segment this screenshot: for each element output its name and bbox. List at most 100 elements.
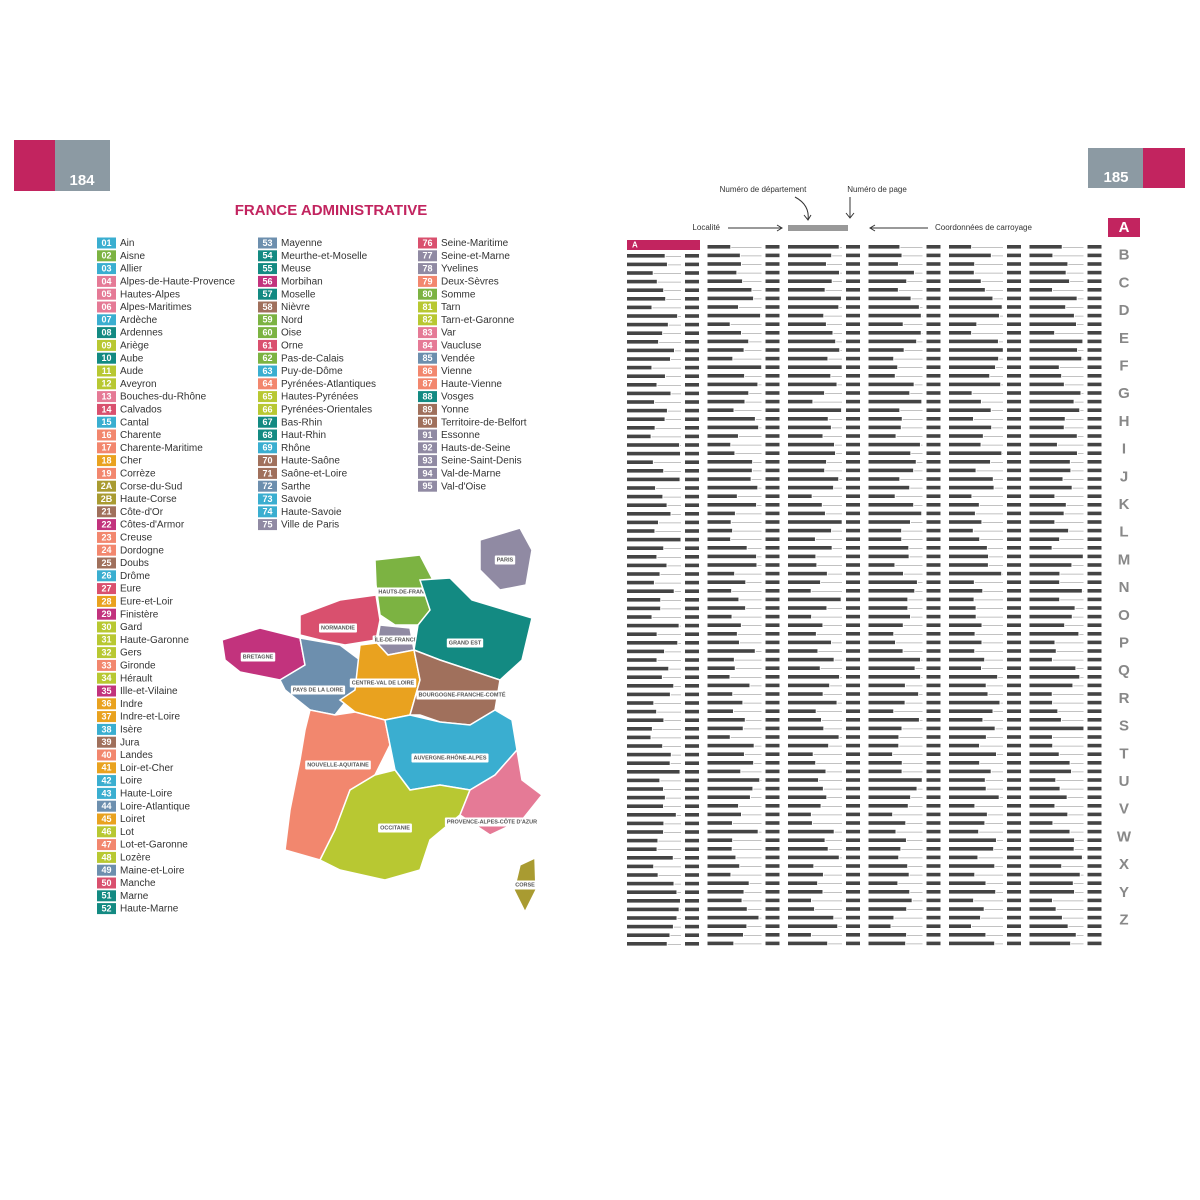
index-entry <box>707 623 741 627</box>
department-code-box <box>97 583 116 595</box>
index-entry <box>707 511 735 516</box>
index-ref <box>1087 408 1102 412</box>
index-entry <box>868 511 922 516</box>
legend-label: Coordonnées de carroyage <box>935 223 1033 232</box>
index-entry <box>868 597 908 602</box>
department-code: 76 <box>422 238 432 248</box>
index-entry <box>627 701 654 705</box>
index-entry <box>949 726 995 731</box>
index-dots <box>654 866 681 868</box>
index-entry <box>1029 898 1052 903</box>
index-dots <box>663 746 681 747</box>
index-entry <box>1029 580 1060 584</box>
index-dots <box>979 505 1003 506</box>
department-name: Jura <box>120 737 140 748</box>
department-code-box <box>418 352 437 364</box>
index-dots <box>741 771 762 773</box>
index-dots <box>832 548 842 549</box>
index-ref <box>765 812 780 817</box>
index-ref <box>1087 709 1102 713</box>
index-entry <box>627 555 657 559</box>
index-entry <box>788 434 823 438</box>
region-label: AUVERGNE-RHÔNE-ALPES <box>413 753 486 761</box>
index-ref <box>765 795 780 799</box>
department-code: 59 <box>262 315 272 325</box>
index-dots <box>735 513 762 515</box>
index-ref <box>1007 356 1021 361</box>
index-entry <box>949 675 998 679</box>
index-ref <box>685 494 699 499</box>
index-ref <box>1087 270 1102 275</box>
index-ref <box>926 253 941 258</box>
index-dots <box>1001 384 1003 386</box>
index-entry <box>707 279 743 283</box>
index-dots <box>827 797 842 798</box>
index-ref <box>846 640 860 645</box>
index-ref <box>846 563 860 567</box>
index-ref <box>926 520 941 524</box>
index-dots <box>908 806 923 807</box>
index-ref <box>926 795 941 799</box>
index-dots <box>910 892 923 893</box>
index-entry <box>868 442 920 447</box>
index-dots <box>739 806 762 807</box>
index-ref <box>1087 786 1102 791</box>
index-dots <box>1068 264 1084 265</box>
department-code-box <box>97 301 116 313</box>
index-dots <box>838 926 842 927</box>
department-name: Charente <box>120 430 162 441</box>
department-code-box <box>97 775 116 787</box>
index-dots <box>899 857 923 859</box>
index-ref <box>1007 941 1021 946</box>
department-name: Ardèche <box>120 315 158 326</box>
index-dots <box>742 900 762 902</box>
index-entry <box>627 735 651 740</box>
index-entry <box>707 855 736 860</box>
index-dots <box>823 694 842 695</box>
index-entry <box>868 761 902 765</box>
index-ref <box>765 494 780 498</box>
index-entry <box>627 503 667 507</box>
index-ref <box>685 701 699 705</box>
index-ref <box>685 486 699 490</box>
index-ref <box>685 735 699 740</box>
index-ref <box>685 709 699 714</box>
index-entry <box>1029 477 1063 481</box>
index-ref <box>846 761 860 765</box>
index-dots <box>750 685 762 687</box>
index-ref <box>926 322 941 326</box>
index-dots <box>665 376 681 377</box>
index-dots <box>677 892 681 893</box>
index-ref <box>846 606 860 610</box>
index-entry <box>868 434 896 438</box>
index-dots <box>994 849 1003 850</box>
index-ref <box>1007 460 1021 464</box>
index-dots <box>1075 608 1084 609</box>
index-entry <box>627 838 658 843</box>
index-dots <box>671 359 681 360</box>
index-ref <box>926 898 941 903</box>
index-entry <box>788 442 835 447</box>
department-name: Haute-Loire <box>120 789 173 800</box>
department-name: Territoire-de-Belfort <box>441 417 527 428</box>
index-dots <box>831 427 842 429</box>
department-name: Aube <box>120 353 144 364</box>
index-ref <box>1087 924 1102 928</box>
index-dots <box>995 728 1003 730</box>
index-entry <box>707 262 741 266</box>
index-dots <box>737 496 762 497</box>
index-entry <box>788 563 817 567</box>
department-code: 94 <box>422 468 432 478</box>
index-ref <box>1087 485 1102 490</box>
index-entry <box>788 700 837 705</box>
index-dots <box>664 471 681 472</box>
index-dots <box>985 290 1003 291</box>
index-ref <box>765 735 780 739</box>
department-code-box <box>418 288 437 300</box>
index-dots <box>1055 522 1084 523</box>
alphabet-letter: D <box>1119 302 1130 319</box>
index-ref <box>765 511 780 516</box>
index-entry <box>788 812 811 817</box>
index-entry <box>868 451 911 455</box>
index-dots <box>909 556 923 558</box>
